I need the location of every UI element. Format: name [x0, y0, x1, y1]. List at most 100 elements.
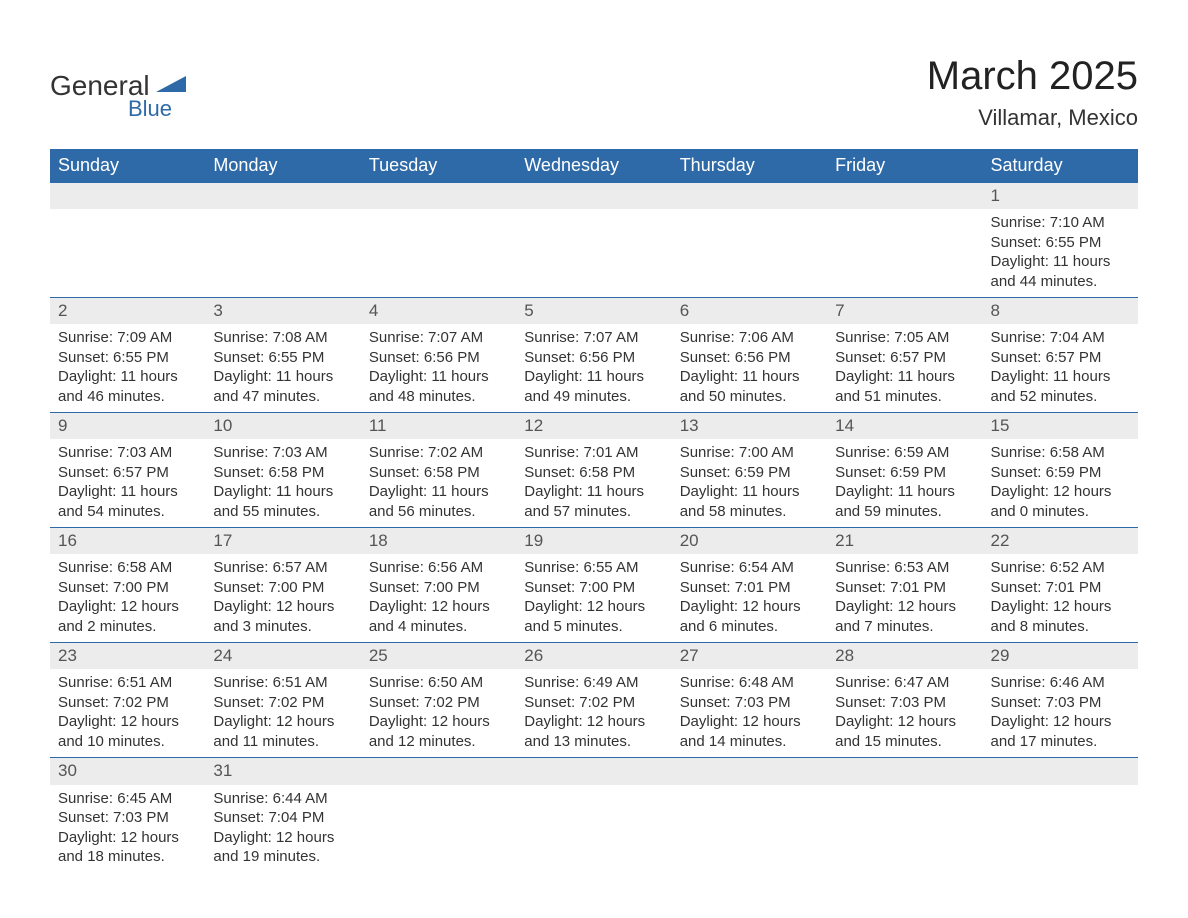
day-content	[672, 785, 827, 795]
day-content: Sunrise: 7:03 AMSunset: 6:58 PMDaylight:…	[205, 439, 360, 527]
sunset-text: Sunset: 6:55 PM	[213, 348, 352, 368]
day-content: Sunrise: 7:08 AMSunset: 6:55 PMDaylight:…	[205, 324, 360, 412]
daylight-text: Daylight: 12 hours and 7 minutes.	[835, 597, 974, 636]
header: General Blue March 2025 Villamar, Mexico	[50, 40, 1138, 141]
calendar-cell: 3Sunrise: 7:08 AMSunset: 6:55 PMDaylight…	[205, 298, 360, 413]
daylight-text: Daylight: 11 hours and 48 minutes.	[369, 367, 508, 406]
calendar-week-row: 16Sunrise: 6:58 AMSunset: 7:00 PMDayligh…	[50, 528, 1138, 643]
day-number: 16	[50, 528, 205, 554]
day-number: 18	[361, 528, 516, 554]
sunrise-text: Sunrise: 6:46 AM	[991, 673, 1130, 693]
day-content: Sunrise: 7:00 AMSunset: 6:59 PMDaylight:…	[672, 439, 827, 527]
sunrise-text: Sunrise: 6:58 AM	[991, 443, 1130, 463]
day-content: Sunrise: 6:58 AMSunset: 6:59 PMDaylight:…	[983, 439, 1138, 527]
sunrise-text: Sunrise: 6:49 AM	[524, 673, 663, 693]
day-content: Sunrise: 6:57 AMSunset: 7:00 PMDaylight:…	[205, 554, 360, 642]
day-content	[516, 785, 671, 795]
day-number: 28	[827, 643, 982, 669]
logo-mark-icon	[156, 70, 186, 97]
daylight-text: Daylight: 11 hours and 57 minutes.	[524, 482, 663, 521]
calendar-cell	[983, 758, 1138, 873]
daylight-text: Daylight: 12 hours and 11 minutes.	[213, 712, 352, 751]
sunset-text: Sunset: 6:55 PM	[58, 348, 197, 368]
sunset-text: Sunset: 6:56 PM	[680, 348, 819, 368]
daylight-text: Daylight: 12 hours and 14 minutes.	[680, 712, 819, 751]
calendar-body: 1Sunrise: 7:10 AMSunset: 6:55 PMDaylight…	[50, 183, 1138, 873]
sunrise-text: Sunrise: 7:03 AM	[213, 443, 352, 463]
calendar-cell	[516, 183, 671, 298]
daylight-text: Daylight: 12 hours and 17 minutes.	[991, 712, 1130, 751]
day-number: 6	[672, 298, 827, 324]
calendar-cell: 11Sunrise: 7:02 AMSunset: 6:58 PMDayligh…	[361, 413, 516, 528]
page: General Blue March 2025 Villamar, Mexico…	[0, 0, 1188, 918]
calendar-cell: 18Sunrise: 6:56 AMSunset: 7:00 PMDayligh…	[361, 528, 516, 643]
daylight-text: Daylight: 11 hours and 54 minutes.	[58, 482, 197, 521]
day-number: 2	[50, 298, 205, 324]
calendar-cell: 30Sunrise: 6:45 AMSunset: 7:03 PMDayligh…	[50, 758, 205, 873]
sunset-text: Sunset: 7:03 PM	[835, 693, 974, 713]
day-number	[516, 758, 671, 784]
sunset-text: Sunset: 7:02 PM	[369, 693, 508, 713]
day-number: 1	[983, 183, 1138, 209]
daylight-text: Daylight: 11 hours and 58 minutes.	[680, 482, 819, 521]
day-content	[827, 209, 982, 219]
day-number: 8	[983, 298, 1138, 324]
calendar-cell: 27Sunrise: 6:48 AMSunset: 7:03 PMDayligh…	[672, 643, 827, 758]
day-content: Sunrise: 6:49 AMSunset: 7:02 PMDaylight:…	[516, 669, 671, 757]
sunrise-text: Sunrise: 6:54 AM	[680, 558, 819, 578]
sunrise-text: Sunrise: 7:01 AM	[524, 443, 663, 463]
sunset-text: Sunset: 7:01 PM	[991, 578, 1130, 598]
sunrise-text: Sunrise: 6:52 AM	[991, 558, 1130, 578]
calendar-cell: 15Sunrise: 6:58 AMSunset: 6:59 PMDayligh…	[983, 413, 1138, 528]
sunrise-text: Sunrise: 6:55 AM	[524, 558, 663, 578]
calendar-cell: 28Sunrise: 6:47 AMSunset: 7:03 PMDayligh…	[827, 643, 982, 758]
calendar-cell: 7Sunrise: 7:05 AMSunset: 6:57 PMDaylight…	[827, 298, 982, 413]
sunset-text: Sunset: 7:03 PM	[680, 693, 819, 713]
calendar-cell: 4Sunrise: 7:07 AMSunset: 6:56 PMDaylight…	[361, 298, 516, 413]
calendar-cell: 2Sunrise: 7:09 AMSunset: 6:55 PMDaylight…	[50, 298, 205, 413]
day-number: 29	[983, 643, 1138, 669]
daylight-text: Daylight: 12 hours and 19 minutes.	[213, 828, 352, 867]
sunrise-text: Sunrise: 7:04 AM	[991, 328, 1130, 348]
sunset-text: Sunset: 6:57 PM	[835, 348, 974, 368]
day-content: Sunrise: 6:58 AMSunset: 7:00 PMDaylight:…	[50, 554, 205, 642]
calendar-cell: 10Sunrise: 7:03 AMSunset: 6:58 PMDayligh…	[205, 413, 360, 528]
calendar-cell: 8Sunrise: 7:04 AMSunset: 6:57 PMDaylight…	[983, 298, 1138, 413]
day-number	[827, 183, 982, 209]
day-header: Wednesday	[516, 149, 671, 183]
day-number	[50, 183, 205, 209]
calendar-cell	[361, 758, 516, 873]
sunset-text: Sunset: 6:57 PM	[58, 463, 197, 483]
daylight-text: Daylight: 11 hours and 47 minutes.	[213, 367, 352, 406]
sunset-text: Sunset: 7:00 PM	[58, 578, 197, 598]
daylight-text: Daylight: 11 hours and 50 minutes.	[680, 367, 819, 406]
calendar-cell: 22Sunrise: 6:52 AMSunset: 7:01 PMDayligh…	[983, 528, 1138, 643]
calendar-cell	[205, 183, 360, 298]
day-number: 25	[361, 643, 516, 669]
day-content	[361, 209, 516, 219]
calendar-week-row: 23Sunrise: 6:51 AMSunset: 7:02 PMDayligh…	[50, 643, 1138, 758]
day-number: 5	[516, 298, 671, 324]
day-number	[983, 758, 1138, 784]
sunrise-text: Sunrise: 6:57 AM	[213, 558, 352, 578]
day-content: Sunrise: 6:54 AMSunset: 7:01 PMDaylight:…	[672, 554, 827, 642]
day-number	[361, 758, 516, 784]
calendar-cell: 17Sunrise: 6:57 AMSunset: 7:00 PMDayligh…	[205, 528, 360, 643]
daylight-text: Daylight: 12 hours and 12 minutes.	[369, 712, 508, 751]
calendar-cell	[672, 758, 827, 873]
day-number: 15	[983, 413, 1138, 439]
daylight-text: Daylight: 12 hours and 2 minutes.	[58, 597, 197, 636]
sunset-text: Sunset: 6:59 PM	[835, 463, 974, 483]
sunset-text: Sunset: 7:01 PM	[680, 578, 819, 598]
day-number: 3	[205, 298, 360, 324]
calendar-cell	[361, 183, 516, 298]
day-content: Sunrise: 6:50 AMSunset: 7:02 PMDaylight:…	[361, 669, 516, 757]
day-number	[827, 758, 982, 784]
daylight-text: Daylight: 12 hours and 15 minutes.	[835, 712, 974, 751]
daylight-text: Daylight: 11 hours and 52 minutes.	[991, 367, 1130, 406]
day-content: Sunrise: 7:02 AMSunset: 6:58 PMDaylight:…	[361, 439, 516, 527]
day-content: Sunrise: 6:52 AMSunset: 7:01 PMDaylight:…	[983, 554, 1138, 642]
day-number	[672, 758, 827, 784]
day-number: 20	[672, 528, 827, 554]
daylight-text: Daylight: 12 hours and 4 minutes.	[369, 597, 508, 636]
